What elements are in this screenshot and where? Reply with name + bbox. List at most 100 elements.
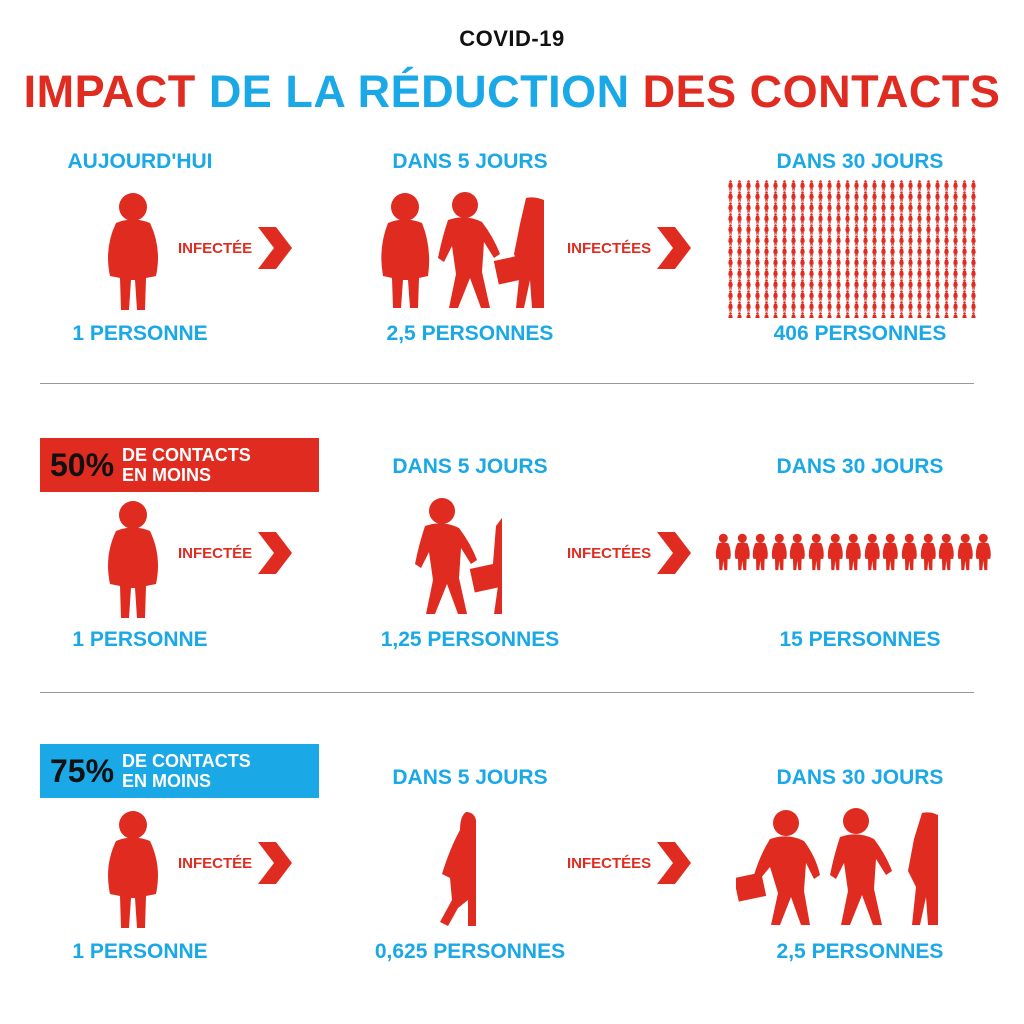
tiny-person-icon [953, 279, 958, 290]
person-icon [102, 190, 164, 319]
tiny-person-icon [791, 213, 796, 224]
tiny-person-icon [791, 279, 796, 290]
tiny-person-icon [836, 235, 841, 246]
tiny-person-icon [746, 213, 751, 224]
tiny-person-icon [755, 301, 760, 312]
tiny-person-icon [901, 533, 917, 571]
tiny-person-icon [791, 312, 796, 318]
tiny-person-icon [715, 533, 731, 571]
tiny-person-icon [737, 213, 742, 224]
tiny-person-icon [864, 533, 880, 571]
tiny-person-icon [908, 268, 913, 279]
tiny-person-icon [926, 279, 931, 290]
tiny-person-icon [899, 246, 904, 257]
tiny-person-icon [953, 301, 958, 312]
tiny-person-icon [872, 235, 877, 246]
tiny-person-icon [800, 213, 805, 224]
tiny-person-icon [899, 224, 904, 235]
tiny-person-icon [881, 312, 886, 318]
tiny-person-icon [773, 235, 778, 246]
tiny-person-icon [899, 268, 904, 279]
tiny-person-icon [908, 246, 913, 257]
tiny-person-icon [854, 257, 859, 268]
tiny-person-icon [926, 213, 931, 224]
tiny-person-icon [976, 533, 992, 571]
infection-arrow: INFECTÉES [567, 225, 693, 271]
chevron-right-icon [258, 842, 293, 884]
tiny-person-icon [944, 279, 949, 290]
tiny-person-icon [863, 257, 868, 268]
tiny-person-icon [962, 224, 967, 235]
chevron-right-icon [657, 532, 692, 574]
tiny-person-icon [836, 224, 841, 235]
tiny-person-icon [818, 246, 823, 257]
tiny-person-icon [782, 224, 787, 235]
tiny-person-icon [962, 257, 967, 268]
tiny-person-icon [845, 235, 850, 246]
tiny-person-icon [818, 191, 823, 202]
tiny-person-icon [890, 301, 895, 312]
tiny-person-icon [809, 191, 814, 202]
tiny-person-icon [926, 290, 931, 301]
arrow-label: INFECTÉE [178, 854, 253, 872]
tiny-person-icon [926, 202, 931, 213]
tiny-person-icon [944, 213, 949, 224]
tiny-person-icon [773, 257, 778, 268]
tiny-person-icon [818, 268, 823, 279]
tiny-person-icon [863, 224, 868, 235]
tiny-person-icon [827, 279, 832, 290]
tiny-person-icon [872, 290, 877, 301]
chevron-right-icon [657, 227, 692, 269]
tiny-person-icon [872, 268, 877, 279]
tiny-person-icon [764, 290, 769, 301]
tiny-person-icon [773, 290, 778, 301]
tiny-person-icon [791, 202, 796, 213]
tiny-person-icon [944, 224, 949, 235]
tiny-person-icon [890, 202, 895, 213]
tiny-person-icon [899, 202, 904, 213]
infection-arrow: INFECTÉE [178, 225, 294, 271]
tiny-person-icon [800, 180, 805, 191]
tiny-person-icon [872, 180, 877, 191]
tiny-person-icon [728, 312, 733, 318]
start-count: 1 PERSONNE [72, 322, 208, 345]
tiny-person-icon [773, 312, 778, 318]
tiny-person-icon [872, 301, 877, 312]
tiny-person-icon [791, 191, 796, 202]
chevron-right-icon [657, 842, 692, 884]
tiny-person-icon [962, 268, 967, 279]
tiny-person-icon [737, 257, 742, 268]
tiny-person-icon [809, 202, 814, 213]
tiny-person-icon [883, 533, 899, 571]
tiny-person-icon [872, 279, 877, 290]
tiny-person-icon [836, 213, 841, 224]
tiny-person-icon [971, 213, 976, 224]
tiny-person-icon [746, 279, 751, 290]
tiny-person-icon [764, 257, 769, 268]
tiny-person-icon [737, 312, 742, 318]
tiny-person-icon [809, 235, 814, 246]
tiny-person-icon [890, 246, 895, 257]
tiny-person-icon [957, 533, 973, 571]
day5-label: DANS 5 JOURS [392, 766, 548, 789]
tiny-person-icon [971, 180, 976, 191]
tiny-person-icon [836, 246, 841, 257]
infection-arrow: INFECTÉE [178, 840, 294, 886]
tiny-person-icon [791, 235, 796, 246]
tiny-person-icon [899, 279, 904, 290]
tiny-person-icon [944, 290, 949, 301]
tiny-person-icon [962, 301, 967, 312]
tiny-person-icon [773, 246, 778, 257]
tiny-person-icon [818, 301, 823, 312]
tiny-person-icon [863, 213, 868, 224]
tiny-person-icon [764, 246, 769, 257]
tiny-person-icon [962, 235, 967, 246]
tiny-person-icon [746, 268, 751, 279]
tiny-person-icon [971, 235, 976, 246]
tiny-person-icon [953, 224, 958, 235]
tiny-person-icon [935, 290, 940, 301]
tiny-person-icon [782, 257, 787, 268]
tiny-person-icon [800, 279, 805, 290]
tiny-person-icon [845, 268, 850, 279]
tiny-person-icon [917, 301, 922, 312]
